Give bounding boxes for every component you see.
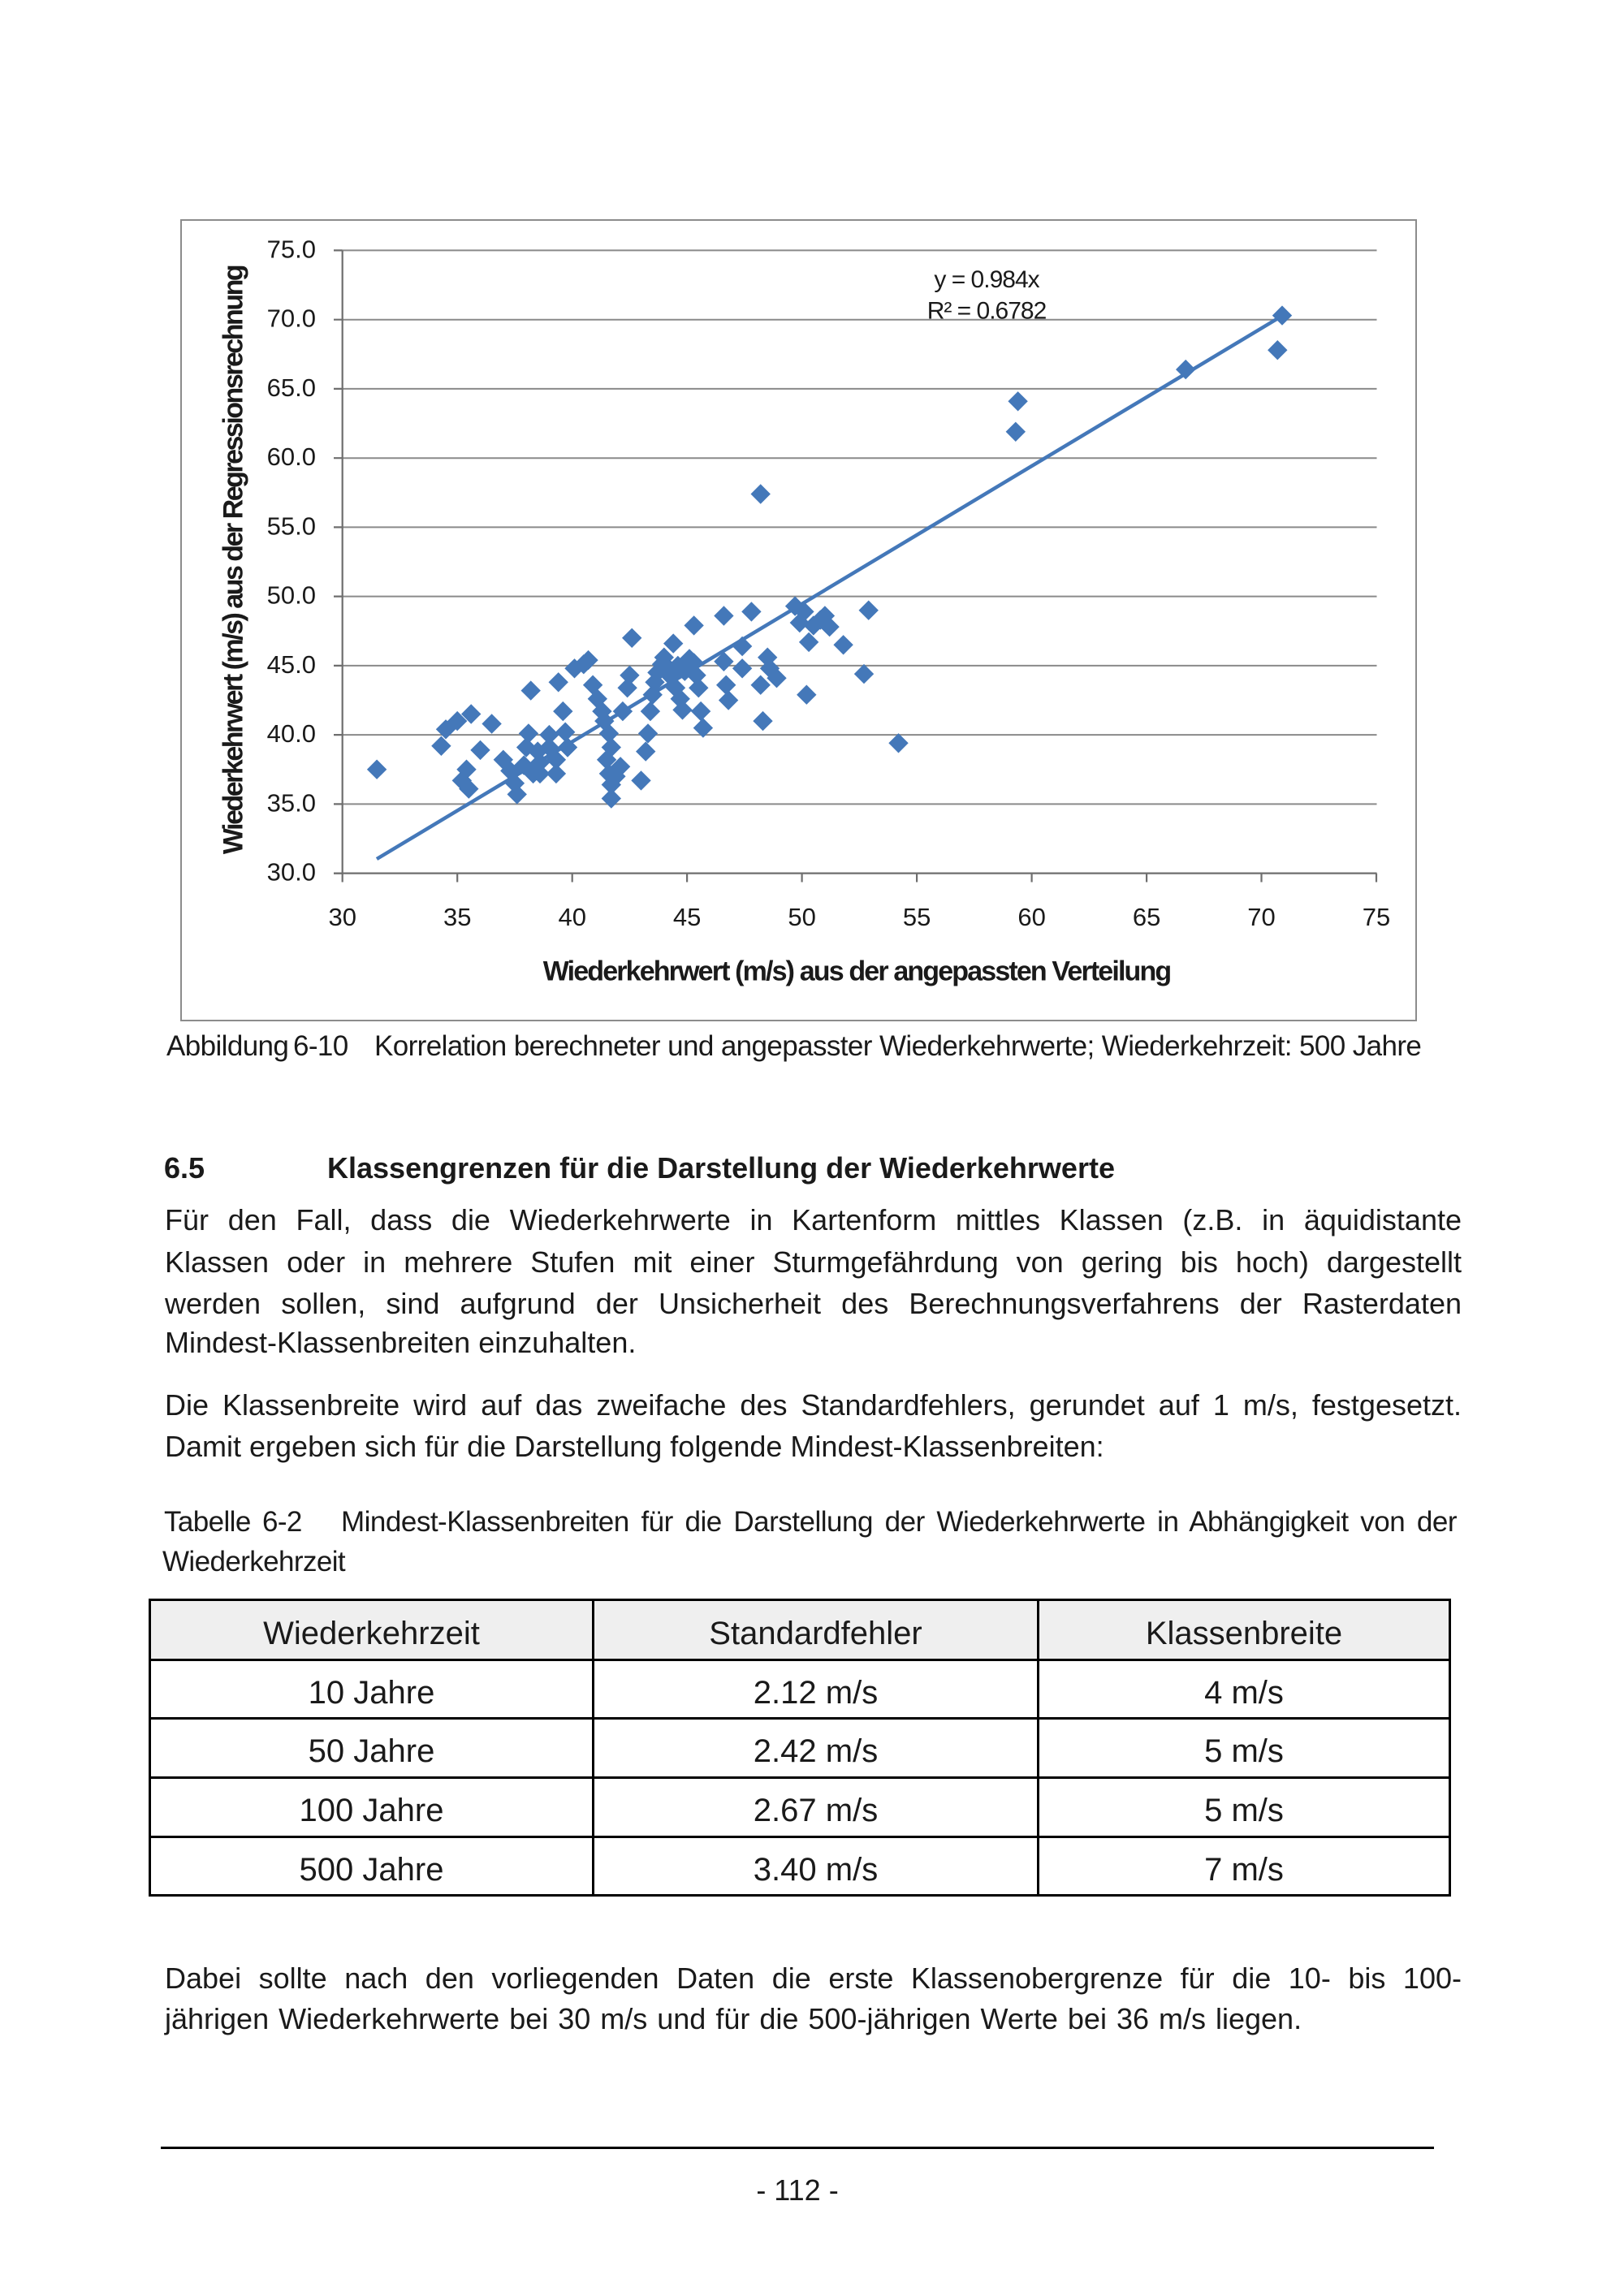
- svg-text:60: 60: [1017, 903, 1045, 931]
- svg-text:60.0: 60.0: [267, 442, 316, 471]
- svg-text:70.0: 70.0: [267, 304, 316, 333]
- svg-text:50.0: 50.0: [267, 581, 316, 610]
- svg-text:30.0: 30.0: [267, 858, 316, 887]
- svg-text:45.0: 45.0: [267, 650, 316, 679]
- svg-text:75.0: 75.0: [267, 235, 316, 263]
- svg-text:35: 35: [443, 903, 471, 931]
- svg-text:55: 55: [903, 903, 931, 931]
- svg-text:45: 45: [673, 903, 701, 931]
- svg-text:35.0: 35.0: [267, 788, 316, 817]
- svg-text:40: 40: [558, 903, 585, 931]
- svg-text:40.0: 40.0: [267, 719, 316, 748]
- svg-text:Wiederkehrwert (m/s) aus der R: Wiederkehrwert (m/s) aus der Regressions…: [218, 265, 249, 854]
- svg-text:65.0: 65.0: [267, 373, 316, 402]
- svg-text:55.0: 55.0: [267, 511, 316, 540]
- svg-text:70: 70: [1247, 903, 1275, 931]
- svg-text:30: 30: [328, 903, 356, 931]
- svg-text:y = 0.984x: y = 0.984x: [934, 266, 1039, 293]
- svg-text:65: 65: [1133, 903, 1160, 931]
- svg-text:75: 75: [1363, 903, 1390, 931]
- svg-text:Wiederkehrwert (m/s) aus der a: Wiederkehrwert (m/s) aus der angepassten…: [543, 956, 1171, 987]
- svg-text:R² = 0.6782: R² = 0.6782: [927, 298, 1047, 325]
- svg-text:50: 50: [788, 903, 815, 931]
